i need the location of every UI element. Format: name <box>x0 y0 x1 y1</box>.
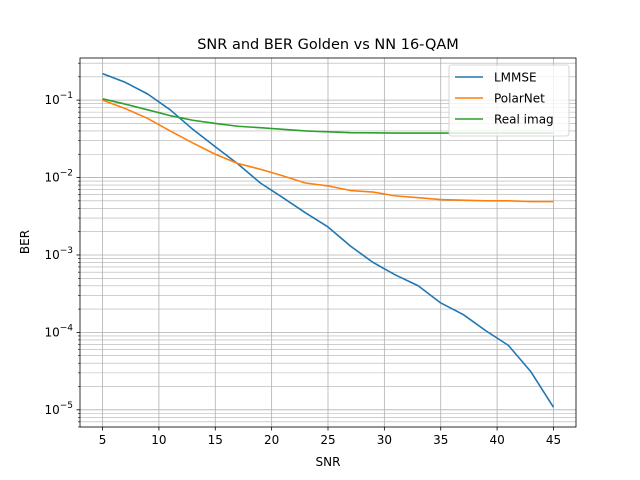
x-tick-label: 25 <box>320 433 335 447</box>
x-tick-label: 35 <box>433 433 448 447</box>
y-tick-label: 10−4 <box>44 323 73 339</box>
x-tick-label: 15 <box>208 433 223 447</box>
x-tick-label: 45 <box>546 433 561 447</box>
chart-title: SNR and BER Golden vs NN 16-QAM <box>197 37 459 53</box>
y-axis-label: BER <box>18 230 32 254</box>
legend-label: Real imag <box>494 113 554 127</box>
x-tick-label: 5 <box>99 433 107 447</box>
series-line-polarnet <box>102 99 554 203</box>
x-tick-label: 20 <box>264 433 279 447</box>
legend-label: LMMSE <box>494 71 537 85</box>
series-line-lmmse <box>102 72 555 408</box>
legend-label: PolarNet <box>494 92 545 106</box>
y-tick-label: 10−3 <box>44 246 73 262</box>
y-tick-label: 10−5 <box>44 401 73 417</box>
axis-ticks: 5 10 15 20 25 30 35 40 45 10−5 10−4 10−3 10−2 10−1 <box>44 62 561 447</box>
x-tick-label: 10 <box>151 433 166 447</box>
x-tick-label: 30 <box>377 433 392 447</box>
y-tick-label: 10−1 <box>44 91 73 107</box>
legend: LMMSE PolarNet Real imag <box>448 64 570 137</box>
y-tick-label: 10−2 <box>44 169 73 185</box>
x-tick-label: 40 <box>489 433 504 447</box>
x-axis-label: SNR <box>316 455 341 469</box>
